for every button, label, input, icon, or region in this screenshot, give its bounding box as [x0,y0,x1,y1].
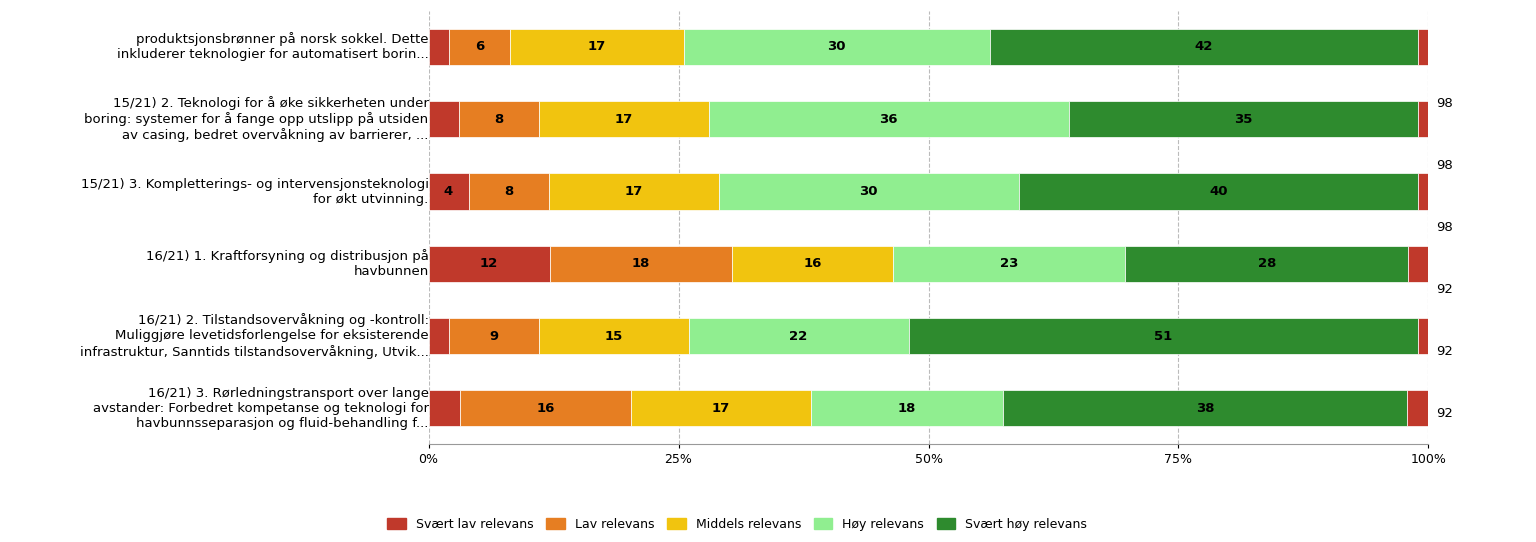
Text: 17: 17 [713,402,730,415]
Bar [1126,246,1409,282]
Text: 16/21) 1. Kraftforsyning og distribusjon på
havbunnen: 16/21) 1. Kraftforsyning og distribusjon… [146,249,429,278]
Text: 16/21) 3. Rørledningstransport over lange
avstander: Forbedret kompetanse og tek: 16/21) 3. Rørledningstransport over lang… [92,387,429,430]
Bar [989,29,1418,65]
Bar [892,246,1126,282]
Bar [1409,246,1428,282]
Text: 23: 23 [1000,257,1018,270]
Text: produktsjonsbrønner på norsk sokkel. Dette
inkluderer teknologier for automatise: produktsjonsbrønner på norsk sokkel. Det… [117,33,429,61]
Bar [539,101,708,137]
Text: 9: 9 [488,330,498,343]
Text: 30: 30 [828,41,846,54]
Text: 35: 35 [1235,113,1253,126]
Text: 92: 92 [1436,283,1453,296]
Bar [459,101,539,137]
Text: 17: 17 [614,113,633,126]
Text: 38: 38 [1197,402,1215,415]
Bar [1069,101,1418,137]
Text: 92: 92 [1436,345,1453,358]
Bar [811,390,1003,427]
Bar [684,29,989,65]
Bar [548,173,719,210]
Text: 92: 92 [1436,407,1453,420]
Bar [429,318,449,354]
Text: 8: 8 [495,113,504,126]
Bar [429,246,550,282]
Text: 36: 36 [879,113,897,126]
Text: 98: 98 [1436,97,1453,110]
Bar [468,173,548,210]
Bar [708,101,1069,137]
Legend: Svært lav relevans, Lav relevans, Middels relevans, Høy relevans, Svært høy rele: Svært lav relevans, Lav relevans, Middel… [382,513,1092,535]
Bar [539,318,688,354]
Bar [908,318,1418,354]
Bar [1003,390,1407,427]
Text: 4: 4 [444,185,453,198]
Bar [688,318,908,354]
Text: 15/21) 2. Teknologi for å øke sikkerheten under
boring: systemer for å fange opp: 15/21) 2. Teknologi for å øke sikkerhete… [84,96,429,143]
Text: 18: 18 [899,402,917,415]
Bar [1018,173,1418,210]
Text: 42: 42 [1195,41,1213,54]
Text: 17: 17 [625,185,642,198]
Text: 16: 16 [803,257,822,270]
Bar [429,173,468,210]
Bar [631,390,811,427]
Text: 22: 22 [790,330,808,343]
Text: 18: 18 [631,257,650,270]
Text: 30: 30 [859,185,877,198]
Bar [1418,29,1428,65]
Bar [1418,101,1428,137]
Bar [1407,390,1428,427]
Text: 8: 8 [504,185,513,198]
Text: 16/21) 2. Tilstandsovervåkning og -kontroll:
Muliggjøre levetidsforlengelse for : 16/21) 2. Tilstandsovervåkning og -kontr… [80,313,429,359]
Text: 28: 28 [1258,257,1276,270]
Text: 12: 12 [481,257,498,270]
Text: 15/21) 3. Kompletterings- og intervensjonsteknologi
for økt utvinning.: 15/21) 3. Kompletterings- og intervensjo… [80,178,429,205]
Bar [731,246,892,282]
Bar [449,318,539,354]
Text: 15: 15 [604,330,622,343]
Bar [1418,173,1428,210]
Text: 51: 51 [1155,330,1172,343]
Text: 98: 98 [1436,221,1453,234]
Bar [449,29,510,65]
Text: 17: 17 [588,41,607,54]
Text: 40: 40 [1209,185,1227,198]
Bar [510,29,684,65]
Bar [429,101,459,137]
Bar [1418,318,1428,354]
Bar [719,173,1018,210]
Text: 6: 6 [475,41,484,54]
Bar [429,29,449,65]
Text: 16: 16 [536,402,554,415]
Text: 98: 98 [1436,159,1453,172]
Bar [550,246,731,282]
Bar [429,390,461,427]
Bar [461,390,631,427]
